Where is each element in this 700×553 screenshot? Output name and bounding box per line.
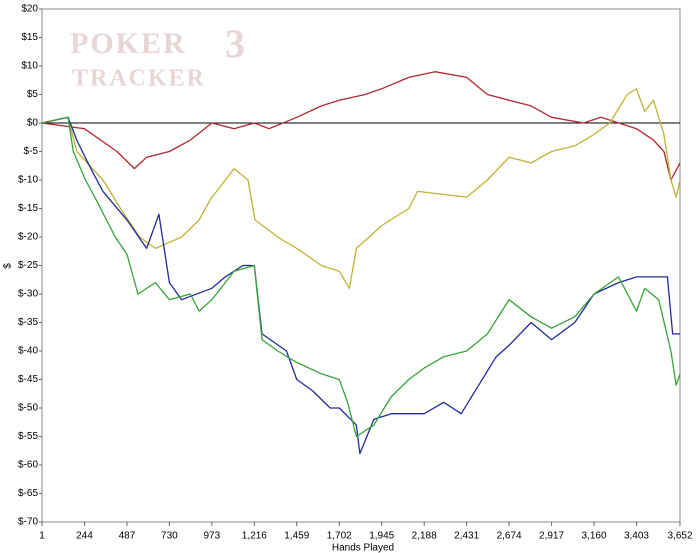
x-tick-label: 3,403 bbox=[624, 531, 649, 542]
series-line bbox=[41, 116, 680, 455]
series-line bbox=[41, 116, 681, 438]
y-tick-label: $-35 bbox=[18, 317, 38, 328]
x-tick-label: 1,216 bbox=[242, 531, 267, 542]
watermark-text: 3 bbox=[225, 21, 247, 66]
x-tick-label: 244 bbox=[76, 531, 93, 542]
x-tick-label: 2,188 bbox=[412, 531, 437, 542]
y-tick-label: $-20 bbox=[18, 232, 38, 243]
x-tick-label: 3,160 bbox=[582, 531, 607, 542]
y-tick-label: $15 bbox=[21, 32, 38, 43]
x-tick-label: 3,652 bbox=[667, 531, 692, 542]
y-tick-label: $0 bbox=[27, 118, 39, 129]
watermark-text: TRACKER bbox=[72, 66, 206, 92]
y-tick-label: $20 bbox=[21, 4, 38, 15]
y-tick-label: $-15 bbox=[18, 203, 38, 214]
x-tick-label: 1,702 bbox=[327, 531, 352, 542]
y-tick-label: $-25 bbox=[18, 260, 38, 271]
y-tick-label: $-40 bbox=[18, 346, 38, 357]
y-tick-label: $-65 bbox=[18, 488, 38, 499]
y-tick-label: $5 bbox=[27, 89, 39, 100]
x-tick-label: 1,945 bbox=[369, 531, 394, 542]
y-tick-label: $-55 bbox=[18, 431, 38, 442]
x-axis-label: Hands Played bbox=[332, 543, 394, 553]
x-tick-label: 973 bbox=[204, 531, 221, 542]
x-tick-label: 487 bbox=[119, 531, 136, 542]
y-tick-label: $-10 bbox=[18, 175, 38, 186]
y-tick-label: $-70 bbox=[18, 517, 38, 528]
y-tick-label: $-60 bbox=[18, 460, 38, 471]
series-line bbox=[41, 71, 681, 181]
x-tick-label: 730 bbox=[161, 531, 178, 542]
y-tick-label: $-30 bbox=[18, 289, 38, 300]
x-tick-label: 1,459 bbox=[284, 531, 309, 542]
y-tick-label: $-5 bbox=[24, 146, 39, 157]
plot-area bbox=[41, 8, 681, 523]
x-tick-label: 2,431 bbox=[454, 531, 479, 542]
x-tick-label: 2,917 bbox=[539, 531, 564, 542]
x-tick-label: 1 bbox=[39, 531, 45, 542]
y-axis-label: $ bbox=[3, 263, 14, 269]
y-tick-label: $-50 bbox=[18, 403, 38, 414]
watermark: POKER 3 TRACKER bbox=[70, 21, 247, 92]
y-tick-label: $-45 bbox=[18, 374, 38, 385]
y-tick-label: $10 bbox=[21, 61, 38, 72]
x-tick-label: 2,674 bbox=[497, 531, 522, 542]
watermark-text: POKER bbox=[70, 27, 187, 60]
